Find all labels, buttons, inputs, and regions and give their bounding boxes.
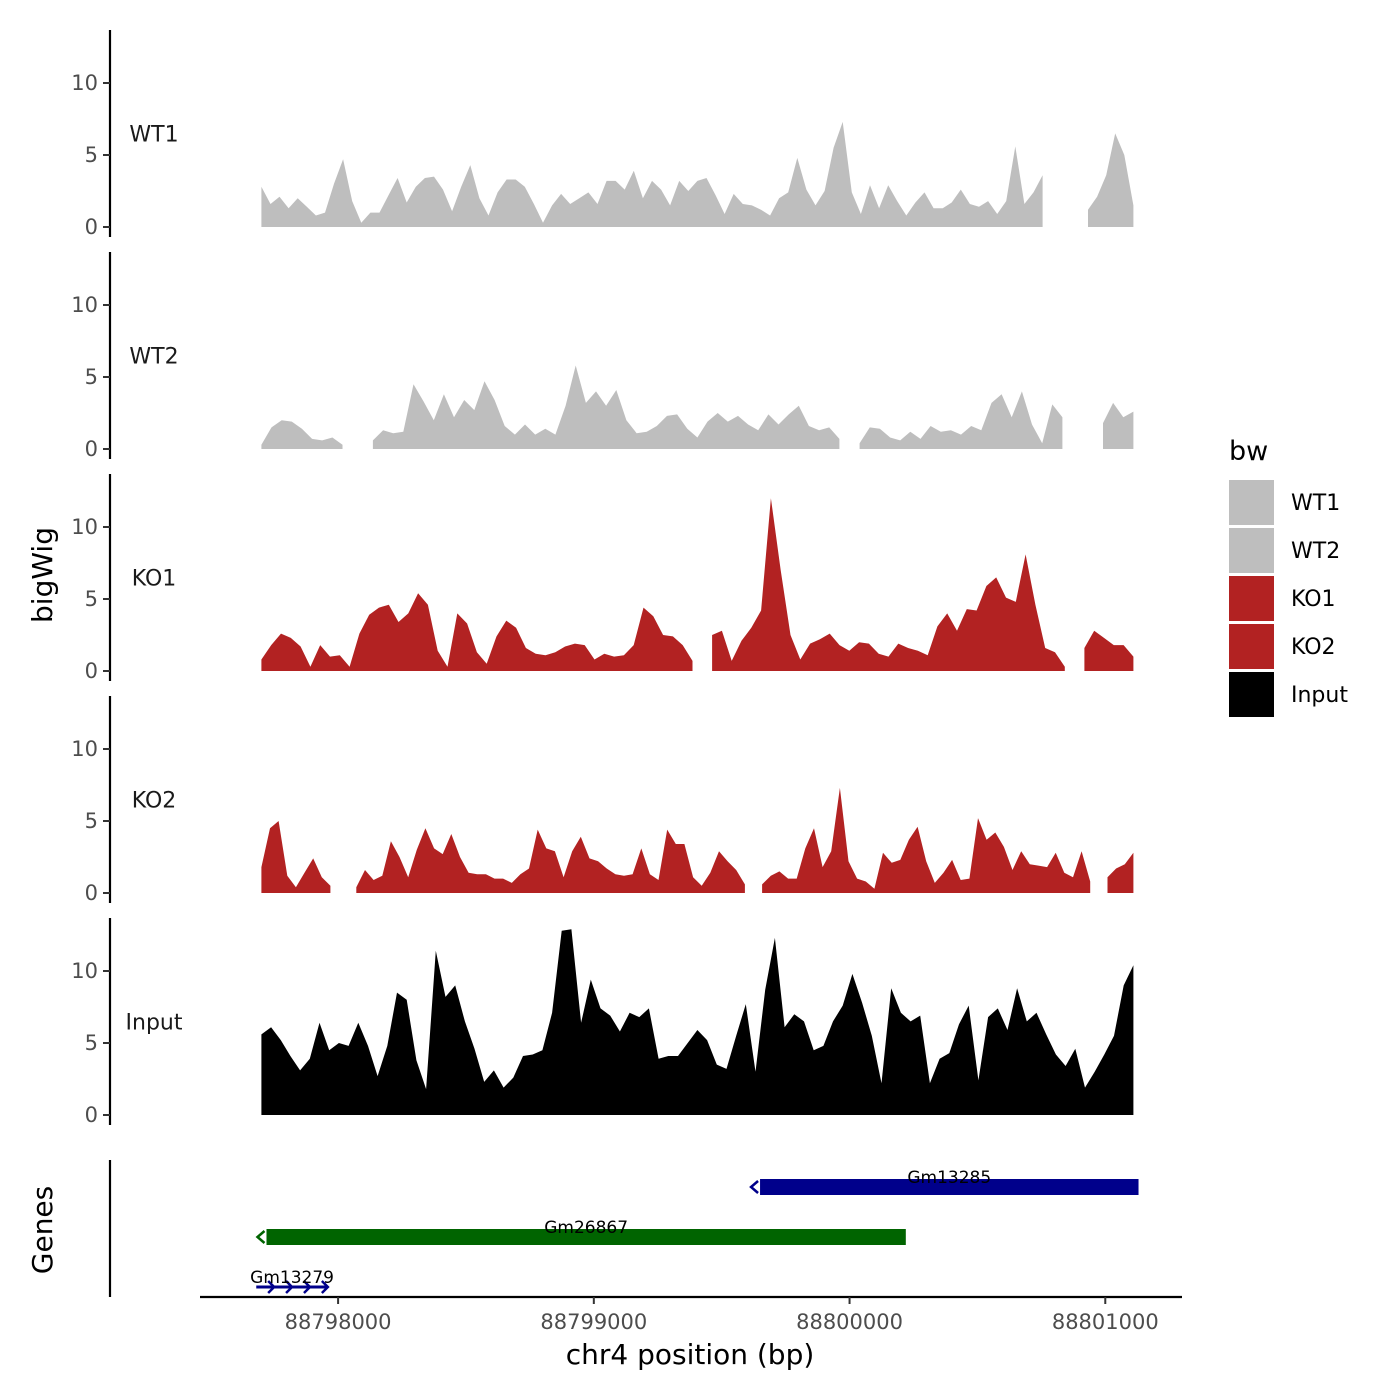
- strand-arrow: [255, 1230, 266, 1244]
- area-segment: [261, 929, 1134, 1115]
- gene-label: Gm13285: [907, 1168, 991, 1188]
- y-tick-label: 10: [71, 737, 98, 761]
- y-tick-label: 5: [85, 365, 98, 389]
- y-tick-label: 5: [85, 143, 98, 167]
- area-segment: [261, 821, 331, 893]
- legend-entry-wt1: WT1: [1229, 480, 1340, 525]
- gene-label: Gm13279: [250, 1268, 334, 1288]
- legend-label: Input: [1291, 683, 1348, 708]
- y-axis-title: bigWig: [26, 527, 59, 623]
- legend-swatch: [1229, 480, 1274, 525]
- legend-label: WT2: [1291, 539, 1340, 564]
- y-tick-label: 0: [85, 659, 98, 683]
- area-segment: [261, 593, 693, 671]
- area-segment: [261, 420, 343, 449]
- legend-entry-ko2: KO2: [1229, 624, 1336, 669]
- strand-arrow: [749, 1180, 759, 1194]
- legend-swatch: [1229, 528, 1274, 573]
- y-tick-label: 10: [71, 293, 98, 317]
- y-tick-label: 0: [85, 215, 98, 239]
- legend-entry-ko1: KO1: [1229, 576, 1336, 621]
- y-tick-label: 0: [85, 1103, 98, 1127]
- legend-entry-wt2: WT2: [1229, 528, 1340, 573]
- y-tick-label: 5: [85, 809, 98, 833]
- track-wt1: 0 5 10 WT1: [71, 30, 1134, 239]
- x-axis-title: chr4 position (bp): [566, 1338, 815, 1371]
- legend-swatch: [1229, 624, 1274, 669]
- track-input: 0 5 10 Input: [71, 918, 1134, 1127]
- gene-gm13285: Gm13285: [749, 1168, 1139, 1195]
- gene-label: Gm26867: [544, 1218, 628, 1238]
- gene-body: [760, 1179, 1139, 1195]
- strand-arrow: [285, 1280, 294, 1294]
- legend-swatch: [1229, 576, 1274, 621]
- legend-label: WT1: [1291, 491, 1340, 516]
- track-label: Input: [126, 1010, 183, 1035]
- track-label: KO1: [132, 566, 177, 591]
- gene-body: [266, 1229, 906, 1245]
- track-label: WT2: [129, 344, 178, 369]
- x-tick-label: 88799000: [540, 1310, 647, 1334]
- y-tick-label: 0: [85, 881, 98, 905]
- track-ko2: 0 5 10 KO2: [71, 696, 1134, 905]
- bigwig-tracks: 0 5 10 WT1 0 5 10 WT2 0 5 10 KO1 0 5 10 KO2 0 5 10 Input: [71, 30, 1134, 1127]
- x-axis: 88798000 88799000 88800000 88801000: [200, 1295, 1182, 1334]
- genes-axis-title: Genes: [26, 1186, 59, 1274]
- legend: bw WT1 WT2 KO1 KO2 Input: [1229, 436, 1348, 717]
- area-segment: [261, 121, 1043, 227]
- legend-title: bw: [1229, 436, 1268, 467]
- x-tick-label: 88798000: [285, 1310, 392, 1334]
- legend-label: KO2: [1291, 635, 1336, 660]
- area-segment: [356, 828, 745, 893]
- area-segment: [1088, 133, 1134, 227]
- genes-panel: Gm13285 Gm26867 Gm13279: [108, 1160, 1139, 1297]
- area-segment: [859, 391, 1063, 449]
- x-tick-label: 88801000: [1052, 1310, 1159, 1334]
- y-tick-label: 0: [85, 437, 98, 461]
- area-segment: [1107, 852, 1134, 893]
- gene-gm13279: Gm13279: [250, 1268, 334, 1294]
- area-segment: [762, 787, 1091, 893]
- x-tick-label: 88800000: [796, 1310, 903, 1334]
- y-tick-label: 5: [85, 587, 98, 611]
- track-label: WT1: [129, 122, 178, 147]
- legend-label: KO1: [1291, 587, 1336, 612]
- y-tick-label: 10: [71, 515, 98, 539]
- area-segment: [1103, 402, 1134, 449]
- area-segment: [1084, 630, 1134, 671]
- area-segment: [712, 498, 1065, 671]
- area-segment: [372, 365, 840, 449]
- y-tick-label: 10: [71, 959, 98, 983]
- legend-entry-input: Input: [1229, 672, 1348, 717]
- y-tick-label: 5: [85, 1031, 98, 1055]
- gene-gm26867: Gm26867: [255, 1218, 906, 1245]
- track-label: KO2: [132, 788, 177, 813]
- strand-arrow: [267, 1280, 276, 1294]
- strand-arrow: [303, 1280, 312, 1294]
- track-ko1: 0 5 10 KO1: [71, 474, 1134, 683]
- legend-swatch: [1229, 672, 1274, 717]
- track-wt2: 0 5 10 WT2: [71, 252, 1134, 461]
- y-tick-label: 10: [71, 71, 98, 95]
- strand-arrow: [320, 1280, 330, 1294]
